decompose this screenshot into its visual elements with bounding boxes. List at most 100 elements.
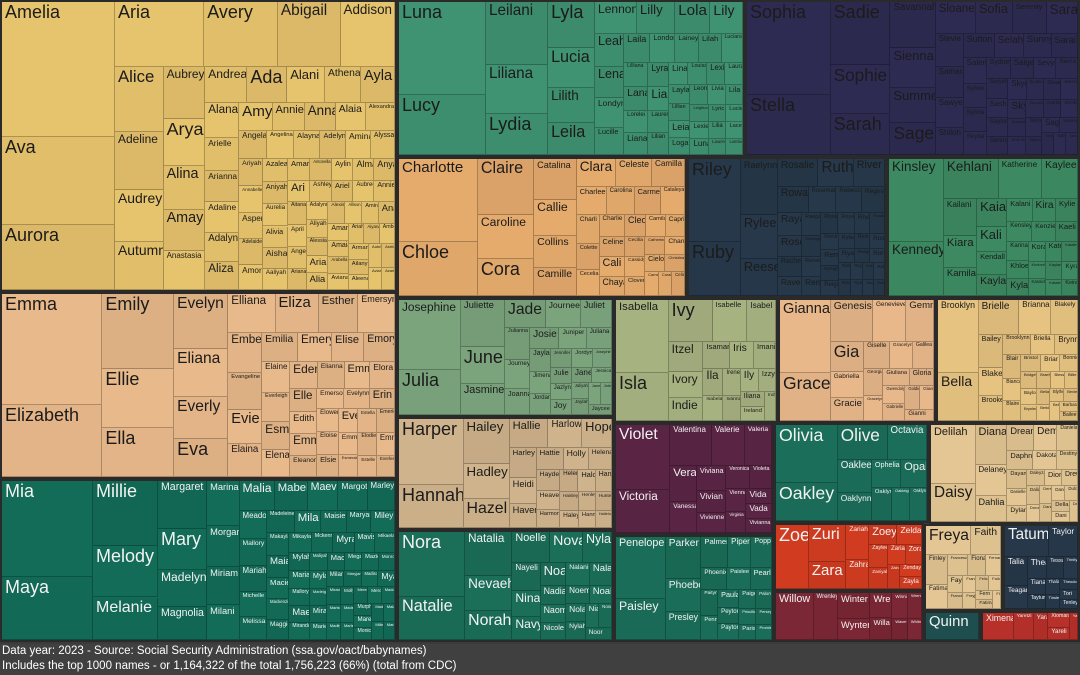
treemap-cell-label: Nadia xyxy=(543,586,567,597)
treemap-cell: Rose xyxy=(777,236,803,258)
treemap-cell: Scottie xyxy=(1026,78,1045,100)
treemap-cell-label: Julia xyxy=(402,369,440,390)
treemap-cell: Lilith xyxy=(548,88,595,124)
treemap-cell-label: Ashley xyxy=(313,181,332,189)
treemap-cell-label: Eliana xyxy=(177,350,221,368)
treemap-cell: Monica xyxy=(354,628,373,640)
treemap-cell-label: Dalia xyxy=(1029,487,1041,493)
treemap-cell-label: Milan xyxy=(329,572,345,579)
treemap-cell: Elise xyxy=(331,333,365,363)
treemap-cell-label: Maria xyxy=(292,572,310,580)
treemap-cell-label: Melissa xyxy=(242,617,266,625)
treemap-cell: Dalia xyxy=(1026,486,1041,505)
treemap-cell: Sloane xyxy=(935,2,976,35)
treemap-group: Isabella Isla Ivy Isabelle Isabel Itzel Ivory I… xyxy=(614,298,778,423)
treemap-cell: Aisha xyxy=(262,248,288,270)
treemap-cell: Bethany xyxy=(1050,402,1060,421)
treemap-cell: Alexis xyxy=(328,202,346,224)
treemap-cell: Raquel xyxy=(863,280,875,296)
treemap-cell: Milani xyxy=(207,605,240,640)
treemap-cell: Journee xyxy=(545,300,581,329)
treemap-cell: Hadley xyxy=(463,463,510,499)
treemap-cell: Phoenix xyxy=(701,568,728,591)
treemap-cell: Novah xyxy=(599,603,612,629)
treemap-cell: Michelle xyxy=(239,592,268,617)
treemap-cell-label: Poppy xyxy=(754,537,771,545)
treemap-cell-label: Antonella xyxy=(313,158,331,164)
treemap-cell: Mariah xyxy=(239,566,268,593)
treemap-cell-label: Harlow xyxy=(551,419,582,430)
treemap-cell: Jimena xyxy=(530,372,551,395)
treemap-cell-label: Jaycee xyxy=(591,405,610,412)
treemap-cell-label: Everlee xyxy=(379,455,395,461)
treemap-cell: Lucia xyxy=(548,48,595,88)
treemap-cell: Paula xyxy=(718,590,740,608)
treemap-cell-label: Angelina xyxy=(270,131,293,138)
treemap-cell-label: Olivia xyxy=(779,425,824,445)
treemap-cell: Celine xyxy=(599,236,626,258)
treemap-cell-label: Kora xyxy=(1031,241,1046,251)
treemap-cell-label: Amber xyxy=(382,223,394,230)
treemap-cell: Destiny xyxy=(1056,451,1078,470)
treemap-group: Amelia Ava Aurora Aria Avery Abigail Addison Al… xyxy=(0,0,397,292)
treemap-cell: Zariah xyxy=(846,525,870,561)
treemap-cell-label: Renata xyxy=(805,257,822,264)
treemap-cell-label: Juliana xyxy=(589,328,610,336)
treemap-cell: Natalia xyxy=(465,532,513,577)
treemap-cell: Lennon xyxy=(595,2,637,35)
treemap-cell-label: Daleyza xyxy=(1029,469,1045,475)
treemap-cell-label: Oaklee xyxy=(840,459,872,471)
treemap-group: Freya Faith Finley Fatima Francesca Fiona Fern… xyxy=(924,524,1003,611)
treemap-cell: Pearl xyxy=(750,568,772,591)
treemap-cell-label: Goldie xyxy=(908,386,921,392)
treemap-cell-label: Rosalie xyxy=(780,160,815,171)
treemap-cell-label: Mae xyxy=(292,607,310,618)
treemap-cell: Arya xyxy=(163,118,206,166)
treemap-cell-label: Haisley xyxy=(563,493,579,499)
treemap-cell-label: Lilith xyxy=(551,88,579,103)
treemap-cell-label: Amara xyxy=(290,158,310,168)
treemap-cell-label: Amelia xyxy=(5,2,61,22)
treemap-cell-label: Alani xyxy=(290,67,320,83)
treemap-cell: Eleanor xyxy=(290,455,318,477)
treemap-cell: Esmeralda xyxy=(338,455,359,477)
treemap-cell-label: Mabel xyxy=(277,482,308,494)
treemap-cell-label: Josephine xyxy=(595,348,612,354)
treemap-cell-label: Evangeline xyxy=(231,373,261,380)
treemap-cell-label: Mackenzie xyxy=(270,599,290,605)
treemap-cell: Everleigh xyxy=(262,392,291,423)
treemap-cell-label: Celeste xyxy=(619,159,650,169)
treemap-cell-label: Zuri xyxy=(811,525,840,543)
treemap-cell: Margot xyxy=(338,481,368,511)
treemap-cell: Zainab xyxy=(887,564,901,589)
treemap-cell: Haven xyxy=(509,503,537,528)
treemap-cell-label: Delilah xyxy=(934,426,968,438)
treemap-cell-label: Laurel xyxy=(712,139,726,145)
treemap-cell: Olive xyxy=(837,425,888,460)
treemap-cell-label: Azariah xyxy=(385,267,395,273)
treemap-cell: Amber xyxy=(379,223,395,245)
treemap-cell: Eden xyxy=(290,362,318,389)
treemap-cell-label: Harmony xyxy=(539,510,561,517)
treemap-cell: Emory xyxy=(364,333,395,363)
treemap-cell-label: Sky xyxy=(1011,100,1025,112)
treemap-cell-label: Joy xyxy=(553,400,567,410)
treemap-cell-label: Brynlee xyxy=(1023,405,1038,411)
treemap-cell-label: Georgia xyxy=(867,370,884,376)
treemap-cell: Nalani xyxy=(566,562,590,587)
treemap-cell: Cali xyxy=(599,257,626,278)
treemap-cell: Layla xyxy=(669,85,691,104)
treemap-cell: Ariyah xyxy=(239,158,263,187)
treemap-cell-label: Bailee xyxy=(1062,411,1077,418)
treemap-cell: Caroline xyxy=(477,215,535,260)
treemap-cell: Cleo xyxy=(625,215,646,238)
treemap-cell-label: Payton xyxy=(721,625,740,632)
treemap-cell: Daniela xyxy=(1057,425,1078,452)
treemap-cell: Phoebe xyxy=(665,579,702,613)
treemap-cell-label: Lily xyxy=(713,2,735,18)
treemap-cell: Ophelia xyxy=(871,459,902,489)
treemap-group: Gianna Grace GenesisGenevieveGemma Gia Gabri… xyxy=(778,298,936,423)
treemap-cell: Amari xyxy=(328,223,349,241)
treemap-cell-label: Emmy xyxy=(347,363,370,376)
treemap-cell: Angel xyxy=(287,246,307,269)
